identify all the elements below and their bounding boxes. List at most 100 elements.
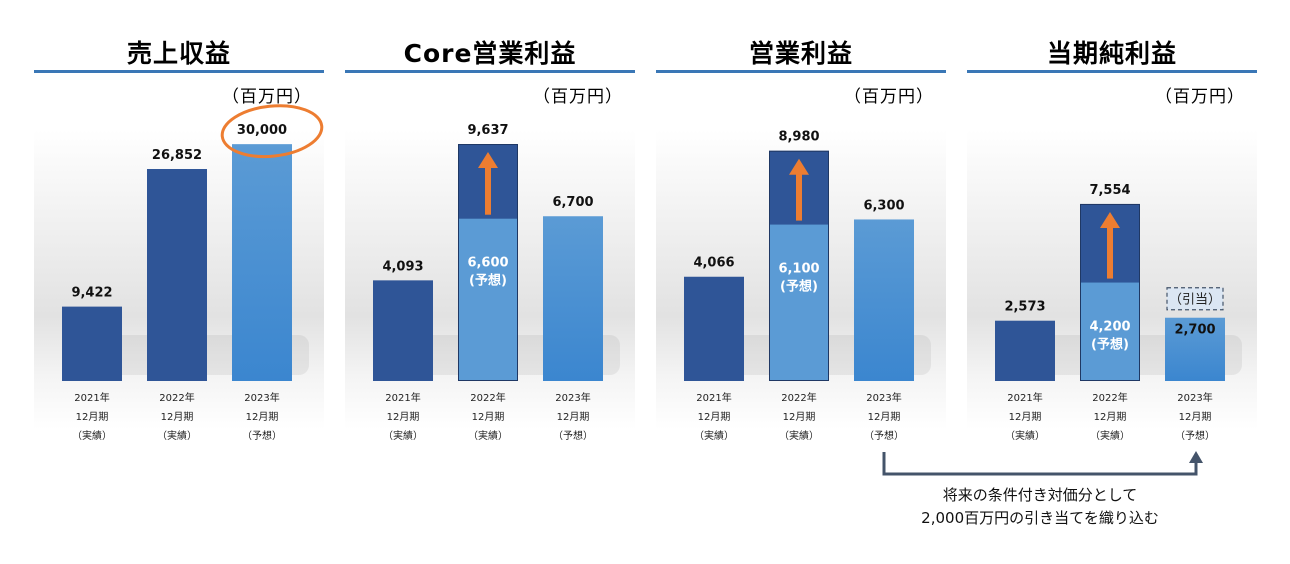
- bar-chart-svg: 9,422 2021年 12月期 （実績） 26,852 2022年 12月期 （実績） 30,…: [62, 104, 324, 442]
- bar-prior-forecast: [769, 224, 829, 381]
- increase-arrow-head: [789, 158, 809, 175]
- period-label: （実績）: [694, 429, 734, 442]
- value-label: 9,637: [467, 123, 508, 138]
- period-label: （予想）: [553, 429, 593, 442]
- period-label: 12月期: [472, 411, 505, 423]
- period-label: 12月期: [1179, 411, 1212, 423]
- chart-panel-2: Core営業利益 （百万円） 4,093 2021年 12月期 （実績） 6,600 (予想)…: [345, 0, 635, 460]
- bar-forecast: [854, 219, 914, 381]
- bar-prior-forecast: [458, 218, 518, 381]
- bar-prior-forecast: [1080, 282, 1140, 381]
- bar-outline: [769, 150, 829, 381]
- unit-label: （百万円）: [1155, 87, 1245, 107]
- period-label: 2021年: [1007, 391, 1042, 404]
- period-label: （実績）: [1090, 429, 1130, 442]
- period-label: 2021年: [74, 391, 109, 404]
- note-text: 将来の条件付き対価分として 2,000百万円の引き当てを織り込む: [890, 484, 1190, 530]
- highlight-circle: [220, 104, 324, 159]
- title-underline: [967, 70, 1257, 73]
- period-label: 12月期: [698, 411, 731, 423]
- period-label: 12月期: [387, 411, 420, 423]
- prior-forecast-tag: (予想): [469, 273, 507, 289]
- period-label: 2021年: [385, 391, 420, 404]
- prior-forecast-value: 6,600: [467, 256, 508, 271]
- period-label: （実績）: [157, 429, 197, 442]
- period-label: 2022年: [470, 391, 505, 404]
- period-label: 2022年: [781, 391, 816, 404]
- period-label: （実績）: [779, 429, 819, 442]
- bar-actual: [995, 320, 1055, 381]
- period-label: 12月期: [76, 411, 109, 423]
- period-label: 2023年: [1177, 391, 1212, 404]
- bar-chart-svg: 4,093 2021年 12月期 （実績） 6,600 (予想) 9,637 2022年 12月…: [373, 123, 620, 442]
- value-label: 30,000: [237, 123, 287, 138]
- period-label: 2023年: [555, 391, 590, 404]
- period-label: （予想）: [1175, 429, 1215, 442]
- value-label: 7,554: [1089, 183, 1130, 198]
- period-label: 2021年: [696, 391, 731, 404]
- bar-chart-svg: 4,066 2021年 12月期 （実績） 6,100 (予想) 8,980 2022年 12月…: [684, 130, 931, 442]
- prior-forecast-value: 6,100: [778, 262, 819, 277]
- chart-title: 当期純利益: [1046, 39, 1177, 68]
- period-label: 2023年: [866, 391, 901, 404]
- title-underline: [345, 70, 635, 73]
- increase-arrow-head: [478, 152, 498, 169]
- period-label: 12月期: [161, 411, 194, 423]
- value-label: 4,093: [382, 259, 423, 274]
- period-label: （実績）: [468, 429, 508, 442]
- bar-actual: [373, 280, 433, 381]
- period-label: 12月期: [783, 411, 816, 423]
- bar-outline: [458, 144, 518, 381]
- title-underline: [34, 70, 324, 73]
- unit-label: （百万円）: [222, 87, 312, 107]
- prior-forecast-value: 4,200: [1089, 320, 1130, 335]
- period-label: 12月期: [1009, 411, 1042, 423]
- period-label: （実績）: [1005, 429, 1045, 442]
- value-label: 2,573: [1004, 300, 1045, 315]
- period-label: 2023年: [244, 391, 279, 404]
- chart-title: 売上収益: [126, 39, 231, 68]
- bar-actual: [62, 306, 122, 381]
- provision-callout-box: [1166, 287, 1224, 311]
- bar-chart-svg: 2,573 2021年 12月期 （実績） 4,200 (予想) 7,554 2022年 12月…: [995, 183, 1242, 442]
- title-underline: [656, 70, 946, 73]
- chart-panel-1: 売上収益 （百万円） 9,422 2021年 12月期 （実績） 26,852 2022年 12…: [34, 0, 324, 460]
- note-line-2: 2,000百万円の引き当てを織り込む: [921, 509, 1159, 527]
- bar-forecast: [1165, 317, 1225, 381]
- increase-arrow-shaft: [1107, 225, 1113, 279]
- value-label: 26,852: [152, 148, 202, 163]
- period-label: （実績）: [72, 429, 112, 442]
- increase-arrow-shaft: [796, 172, 802, 221]
- value-label: 8,980: [778, 130, 819, 145]
- bar-actual: [147, 169, 207, 381]
- bar-actual: [684, 276, 744, 381]
- period-label: 2022年: [159, 391, 194, 404]
- unit-label: （百万円）: [844, 87, 934, 107]
- increase-arrow-head: [1100, 211, 1120, 228]
- value-label: 9,422: [71, 286, 112, 301]
- unit-label: （百万円）: [533, 87, 623, 107]
- provision-callout-label: （引当）: [1169, 293, 1221, 308]
- period-label: 12月期: [557, 411, 590, 423]
- value-label: 6,700: [552, 195, 593, 210]
- period-label: 2022年: [1092, 391, 1127, 404]
- chart-panel-4: 当期純利益 （百万円） 2,573 2021年 12月期 （実績） 4,200 (予想) 7,5…: [967, 0, 1257, 460]
- period-label: 12月期: [246, 411, 279, 423]
- chart-panel-3: 営業利益 （百万円） 4,066 2021年 12月期 （実績） 6,100 (予想) 8,98…: [656, 0, 946, 460]
- value-label: 2,700: [1174, 323, 1215, 338]
- value-label: 4,066: [693, 256, 734, 271]
- period-label: 12月期: [1094, 411, 1127, 423]
- prior-forecast-tag: (予想): [780, 279, 818, 295]
- bar-outline: [1080, 203, 1140, 381]
- period-label: （予想）: [242, 429, 282, 442]
- chart-title: 営業利益: [748, 39, 853, 68]
- period-label: （予想）: [864, 429, 904, 442]
- bar-forecast: [543, 216, 603, 381]
- period-label: （実績）: [383, 429, 423, 442]
- increase-arrow-shaft: [485, 166, 491, 215]
- bar-forecast: [232, 144, 292, 381]
- note-line-1: 将来の条件付き対価分として: [942, 486, 1138, 504]
- value-label: 6,300: [863, 198, 904, 213]
- prior-forecast-tag: (予想): [1091, 337, 1129, 353]
- chart-title: Core営業利益: [403, 39, 577, 68]
